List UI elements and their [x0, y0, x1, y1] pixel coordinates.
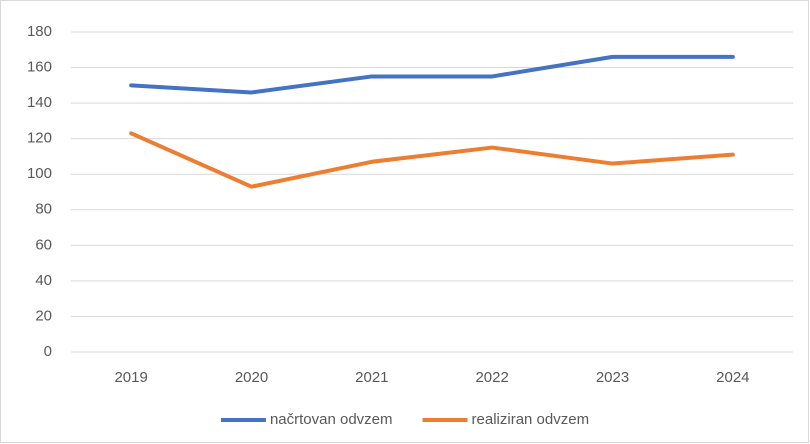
line-series	[129, 131, 735, 189]
x-tick-label: 2020	[235, 369, 268, 386]
y-tick-label: 160	[27, 59, 52, 76]
y-tick-label: 80	[35, 201, 52, 218]
x-tick-label: 2021	[355, 369, 388, 386]
y-tick-label: 20	[35, 307, 52, 324]
x-tick-label: 2022	[475, 369, 508, 386]
legend-label: načrtovan odvzem	[270, 411, 393, 428]
y-tick-label: 40	[35, 272, 52, 289]
y-tick-label: 140	[27, 94, 52, 111]
x-tick-label: 2019	[114, 369, 147, 386]
x-tick-label: 2023	[596, 369, 629, 386]
y-tick-label: 0	[44, 343, 52, 360]
y-tick-label: 60	[35, 236, 52, 253]
legend-label: realiziran odvzem	[472, 411, 590, 428]
y-tick-label: 100	[27, 165, 52, 182]
x-tick-label: 2024	[716, 369, 749, 386]
y-tick-label: 180	[27, 23, 52, 40]
line-series	[129, 54, 735, 95]
y-tick-label: 120	[27, 130, 52, 147]
